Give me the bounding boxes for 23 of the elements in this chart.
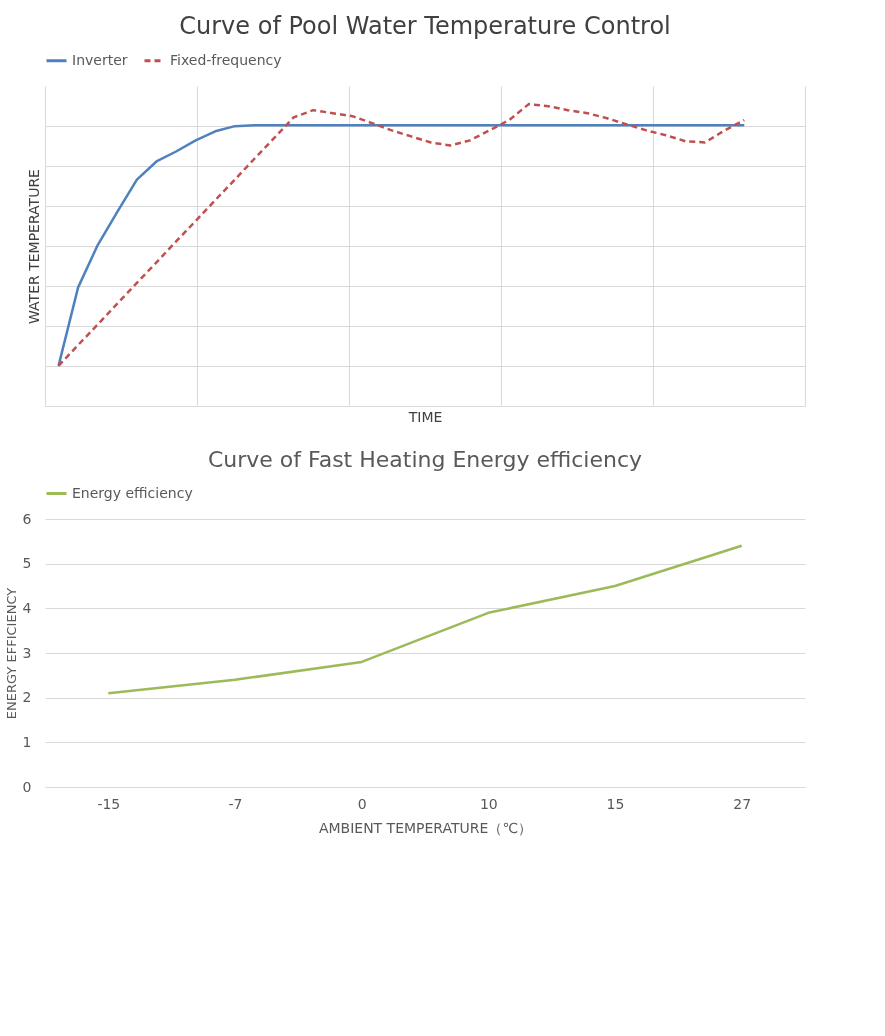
x-axis-title: TIME: [407, 408, 443, 425]
legend-label: Inverter: [72, 51, 128, 68]
y-tick-label: 2: [22, 689, 32, 706]
x-tick-label: 27: [733, 795, 752, 812]
y-tick-label: 0: [22, 778, 32, 795]
legend-label: Energy efficiency: [72, 484, 193, 501]
y-axis-title: WATER TEMPERATURE: [25, 169, 42, 324]
legend-label: Fixed-frequency: [170, 51, 282, 68]
chart-title: Curve of Pool Water Temperature Control: [179, 12, 671, 40]
chart-title: Curve of Fast Heating Energy efficiency: [207, 447, 643, 472]
y-tick-label: 6: [22, 510, 32, 527]
x-tick-label: 10: [479, 795, 498, 812]
x-tick-label: 0: [357, 795, 367, 812]
x-tick-label: 15: [606, 795, 625, 812]
x-tick-label: -15: [97, 795, 121, 812]
y-tick-label: 1: [22, 733, 32, 750]
y-tick-label: 4: [22, 599, 32, 616]
y-tick-label: 3: [22, 644, 32, 661]
y-axis-title: ENERGY EFFICIENCY: [3, 587, 19, 720]
x-tick-label: -7: [228, 795, 243, 812]
y-tick-label: 5: [22, 555, 32, 572]
x-axis-title: AMBIENT TEMPERATURE（℃）: [318, 819, 533, 836]
line-series: [107, 544, 743, 695]
